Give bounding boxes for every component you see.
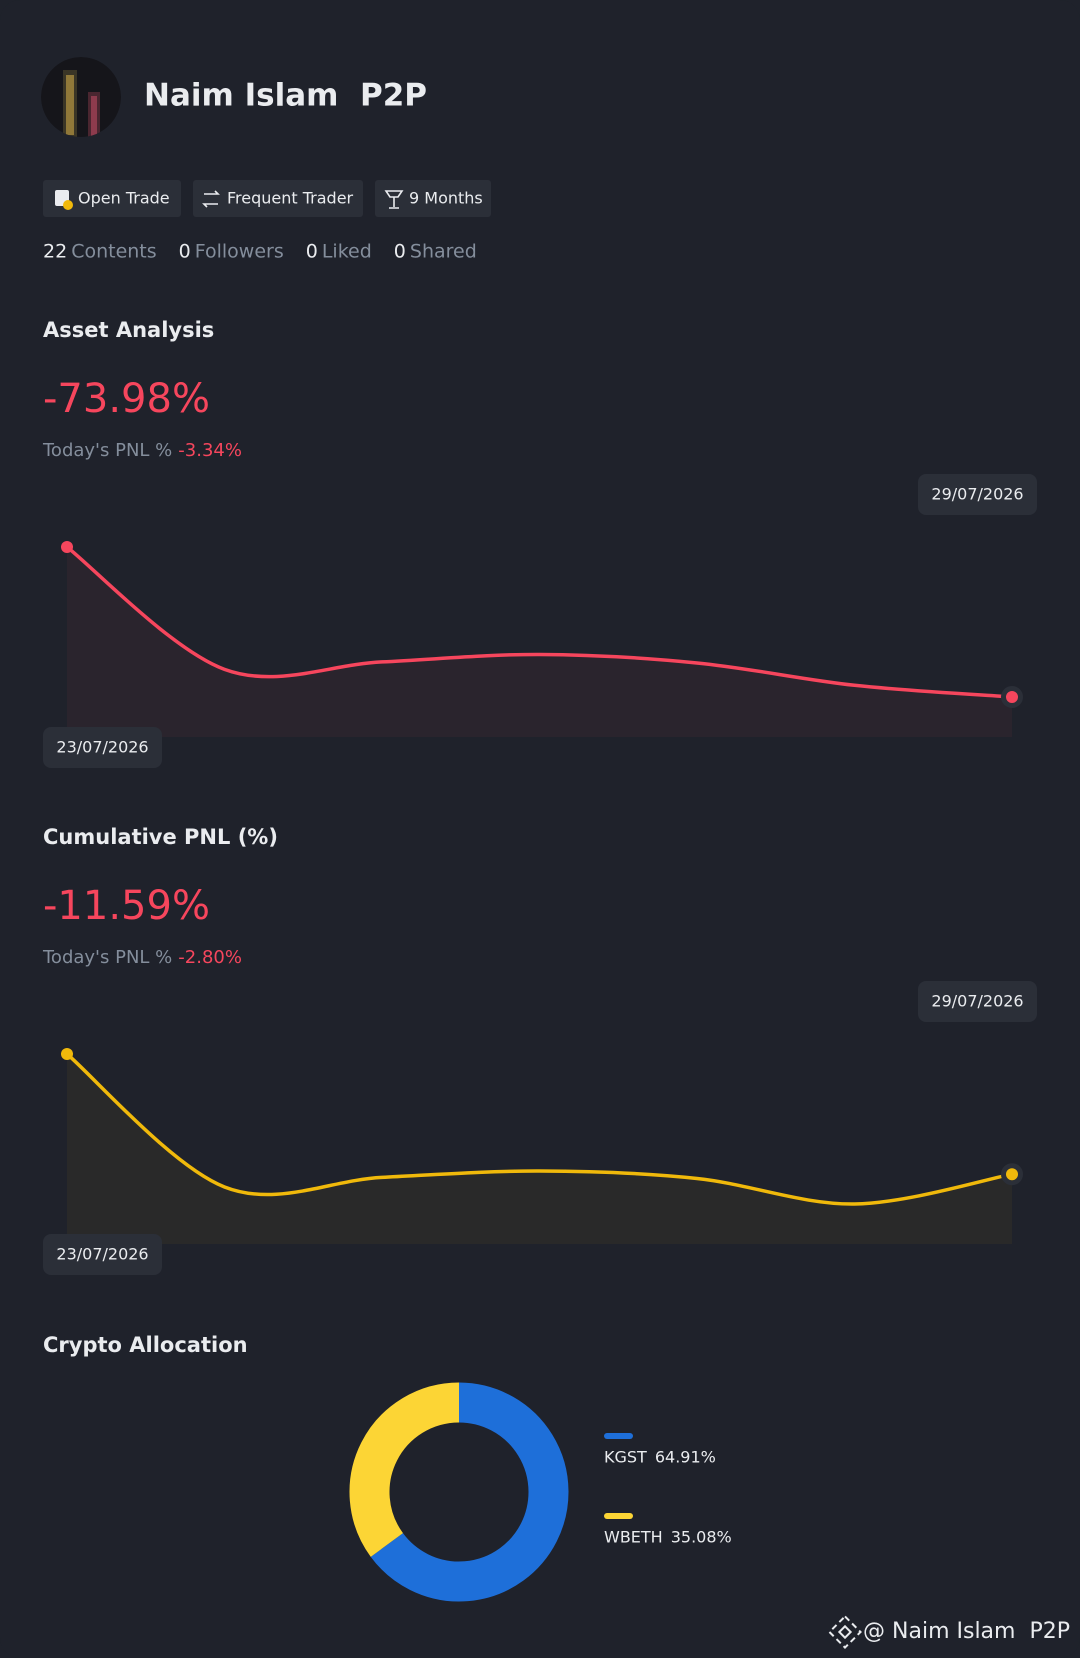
section-title: Crypto Allocation xyxy=(43,1333,248,1357)
stat-label: Contents xyxy=(71,241,156,263)
section: Cumulative PNL (%) -11.59% Today's PNL % -2… xyxy=(42,825,278,968)
stat-label: Shared xyxy=(410,241,477,263)
date-label: 23/07/2026 xyxy=(56,738,148,757)
stat-value: 0 xyxy=(306,241,318,263)
today-label: Today's PNL % xyxy=(42,440,172,461)
user-name: Naim Islam P2P xyxy=(144,78,427,114)
section-title: Asset Analysis xyxy=(43,318,214,342)
start-point xyxy=(61,1048,73,1060)
legend-swatch xyxy=(604,1513,633,1519)
start-point xyxy=(61,541,73,553)
legend-name: KGST xyxy=(604,1448,647,1467)
stats-row: 22 Contents 0 Followers 0 Liked 0 Shared xyxy=(43,241,477,263)
pnl-value: -11.59% xyxy=(43,883,210,929)
end-point xyxy=(1001,1163,1023,1186)
donut-slice xyxy=(349,1382,460,1557)
legend-value: 64.91% xyxy=(655,1448,716,1467)
legend-value: 35.08% xyxy=(671,1528,732,1547)
watermark: @ Naim Islam P2P xyxy=(828,1615,1070,1649)
stat-value: 0 xyxy=(179,241,191,263)
end-point xyxy=(1001,686,1023,708)
sections: Asset Analysis -73.98% Today's PNL % -3.34%… xyxy=(42,318,1037,1602)
avatar xyxy=(41,57,121,137)
badge-label: Open Trade xyxy=(78,189,170,208)
date-label: 29/07/2026 xyxy=(931,992,1023,1011)
badge: Frequent Trader xyxy=(193,180,363,217)
section: Asset Analysis -73.98% Today's PNL % -3.34% xyxy=(42,318,242,461)
line-area xyxy=(67,547,1012,737)
badge-label: Frequent Trader xyxy=(227,189,354,208)
line xyxy=(65,545,1013,699)
date-badge xyxy=(43,1234,162,1275)
today-value: -3.34% xyxy=(178,440,242,461)
line-chart: 29/07/2026 23/07/2026 xyxy=(43,981,1037,1275)
section-title: Cumulative PNL (%) xyxy=(43,825,278,849)
stat-value: 0 xyxy=(394,241,406,263)
line-area xyxy=(67,1054,1012,1244)
stat-label: Liked xyxy=(322,241,372,263)
badge-label: 9 Months xyxy=(409,189,483,208)
date-badge xyxy=(918,981,1037,1022)
legend-swatch xyxy=(604,1433,633,1439)
date-badge xyxy=(918,474,1037,515)
stat-value: 22 xyxy=(43,241,67,263)
line-chart: 29/07/2026 23/07/2026 xyxy=(43,474,1037,768)
date-label: 29/07/2026 xyxy=(931,485,1023,504)
date-label: 23/07/2026 xyxy=(56,1245,148,1264)
watermark-text: @ Naim Islam P2P xyxy=(863,1619,1070,1644)
badge: 9 Months xyxy=(375,180,491,217)
today-label: Today's PNL % xyxy=(42,947,172,968)
stat-label: Followers xyxy=(195,241,284,263)
date-badge xyxy=(43,727,162,768)
today-value: -2.80% xyxy=(178,947,242,968)
badge: Open Trade xyxy=(43,180,181,217)
line xyxy=(65,1052,1013,1206)
donut-slice xyxy=(370,1382,569,1602)
pnl-value: -73.98% xyxy=(43,376,210,422)
legend-name: WBETH xyxy=(604,1528,663,1547)
allocation: Crypto Allocation KGST 64.91% WBETH 35.08% xyxy=(43,1333,732,1602)
